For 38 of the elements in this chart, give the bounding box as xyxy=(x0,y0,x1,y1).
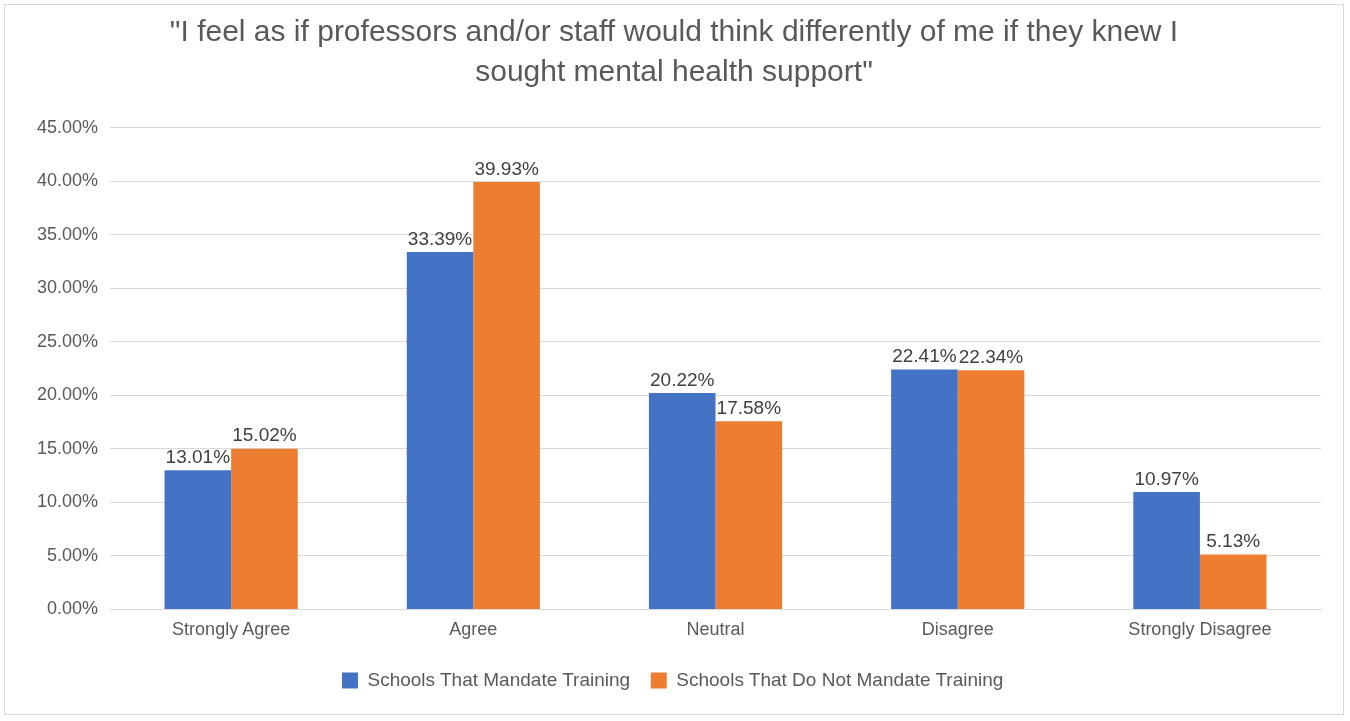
data-label: 13.01% xyxy=(165,445,231,467)
y-tick-label: 40.00% xyxy=(36,170,99,191)
y-tick-label: 35.00% xyxy=(36,223,99,244)
bar xyxy=(231,448,298,609)
bar xyxy=(473,182,540,609)
data-label: 17.58% xyxy=(716,396,782,418)
data-label: 20.22% xyxy=(650,368,715,390)
y-tick-label: 30.00% xyxy=(36,277,99,298)
bar xyxy=(406,252,474,609)
legend-label: Schools That Do Not Mandate Training xyxy=(676,668,1004,690)
bar xyxy=(648,393,716,609)
x-tick-label: Strongly Agree xyxy=(172,619,291,640)
y-tick-label: 15.00% xyxy=(36,437,99,458)
y-tick-label: 0.00% xyxy=(47,598,99,619)
x-tick-label: Agree xyxy=(449,619,498,640)
y-tick-label: 5.00% xyxy=(47,544,99,565)
bar xyxy=(957,370,1025,609)
bar xyxy=(164,470,232,609)
bar xyxy=(1133,492,1200,609)
bar xyxy=(891,369,958,609)
data-label: 5.13% xyxy=(1206,530,1261,552)
x-tick-label: Disagree xyxy=(921,619,994,640)
data-label: 15.02% xyxy=(232,424,297,446)
x-tick-label: Neutral xyxy=(686,619,745,640)
bar xyxy=(715,421,783,609)
y-tick-label: 45.00% xyxy=(36,116,99,137)
y-tick-label: 20.00% xyxy=(36,384,99,405)
data-label: 22.34% xyxy=(958,346,1024,368)
data-label: 33.39% xyxy=(407,227,473,249)
data-label: 39.93% xyxy=(474,157,539,179)
data-label: 22.41% xyxy=(892,345,957,367)
y-tick-label: 25.00% xyxy=(36,330,99,351)
data-label: 10.97% xyxy=(1134,467,1199,489)
chart-title: "I feel as if professors and/or staff would think differently of me if they knew I sought mental health support" xyxy=(168,13,1180,89)
legend-label: Schools That Mandate Training xyxy=(367,668,631,690)
bar xyxy=(1199,554,1267,609)
x-tick-label: Strongly Disagree xyxy=(1128,619,1272,640)
y-tick-label: 10.00% xyxy=(36,491,99,512)
